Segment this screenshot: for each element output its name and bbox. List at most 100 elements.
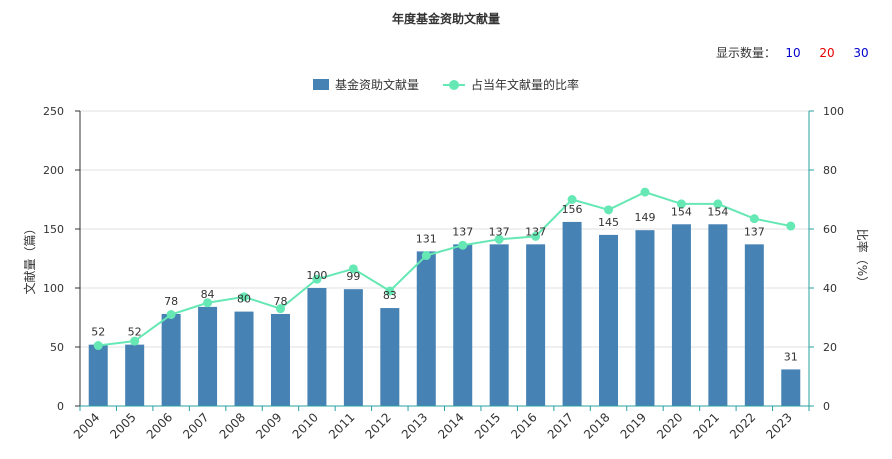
bar-value-label: 156 (562, 203, 583, 216)
line-point (749, 214, 759, 224)
x-tick-label: 2006 (144, 410, 175, 441)
bar-value-label: 83 (383, 289, 397, 302)
line-point (239, 292, 249, 302)
bar (234, 311, 254, 406)
x-tick-label: 2014 (435, 410, 466, 441)
line-point (130, 336, 140, 346)
bar-value-label: 131 (416, 232, 437, 245)
bar-value-label: 137 (452, 225, 473, 238)
bar (744, 244, 764, 406)
line-series (93, 187, 796, 351)
bar (562, 221, 582, 406)
bar-value-label: 31 (784, 350, 798, 363)
chart-title: 年度基金资助文献量 (391, 12, 500, 26)
y2-tick-label: 0 (823, 400, 830, 413)
legend-bar-label: 基金资助文献量 (334, 78, 419, 92)
count-option-20[interactable]: 20 (819, 45, 835, 60)
bar (781, 369, 801, 406)
data-labels: 52 52 78 84 80 78 100 99 83 131 137 137 137 156 145 149… (91, 203, 798, 364)
legend-bar-swatch (312, 79, 329, 90)
x-tick-label: 2007 (180, 410, 211, 441)
bar-value-label: 137 (525, 225, 546, 238)
bar (88, 344, 108, 406)
bar-value-label: 52 (91, 326, 105, 339)
legend-line-swatch (443, 79, 465, 90)
display-count-selector: 显示数量： 10 20 30 (716, 44, 878, 61)
line-point (531, 231, 541, 241)
y-tick-label: 100 (43, 282, 64, 295)
y-tick-label: 50 (50, 341, 64, 354)
legend-item-line-series[interactable]: 占当年文献量的比率 (443, 76, 579, 93)
x-tick-label: 2010 (290, 410, 321, 441)
bar (489, 244, 509, 406)
line-point (93, 341, 103, 351)
x-tick-label: 2013 (399, 410, 430, 441)
bar (161, 313, 181, 406)
legend-item-bar-series[interactable]: 基金资助文献量 (312, 76, 419, 93)
bar (635, 230, 655, 406)
count-option-10[interactable]: 10 (785, 45, 801, 60)
grid-lines (80, 110, 809, 348)
bar (526, 244, 546, 406)
x-tick-label: 2023 (763, 410, 794, 441)
bar (453, 244, 473, 406)
bar-value-label: 137 (744, 225, 765, 238)
bar (270, 313, 290, 406)
y-tick-label: 250 (43, 105, 64, 118)
line-point (713, 199, 723, 209)
y-axis-title: 文献量（篇） (22, 222, 37, 294)
bar (380, 308, 400, 406)
x-tick-label: 2017 (545, 410, 576, 441)
line-point (604, 205, 614, 215)
x-tick-label: 2021 (690, 410, 721, 441)
x-tick-label: 2008 (217, 410, 248, 441)
line-point (494, 234, 504, 244)
line-point (312, 274, 322, 284)
bar-value-label: 78 (164, 295, 178, 308)
bar (307, 288, 327, 406)
bar-value-label: 137 (489, 225, 510, 238)
line-point (567, 195, 577, 204)
bar (671, 224, 691, 406)
count-option-30[interactable]: 30 (853, 45, 869, 60)
y-tick-label: 150 (43, 223, 64, 236)
bar-value-label: 154 (707, 205, 728, 218)
bar-value-label: 99 (346, 270, 360, 283)
x-tick-label: 2009 (253, 410, 284, 441)
bar-value-label: 84 (201, 288, 215, 301)
x-tick-label: 2005 (107, 410, 138, 441)
bar (708, 224, 728, 406)
y-tick-label: 200 (43, 164, 64, 177)
bar (343, 289, 363, 406)
line-series-path (98, 191, 791, 347)
x-tick-label: 2019 (618, 410, 649, 441)
line-point (385, 286, 395, 296)
bar (416, 251, 436, 406)
y2-tick-label: 60 (823, 223, 837, 236)
y2-tick-label: 80 (823, 164, 837, 177)
line-point (203, 298, 213, 308)
x-tick-label: 2012 (362, 410, 393, 441)
x-tick-label: 2020 (654, 410, 685, 441)
line-point (458, 240, 468, 250)
bar-value-label: 100 (306, 269, 327, 282)
line-point (166, 310, 176, 320)
bar-value-label: 52 (128, 326, 142, 339)
line-point (275, 304, 285, 314)
line-point (348, 264, 358, 274)
line-point (640, 187, 650, 197)
y2-tick-label: 20 (823, 341, 837, 354)
bar (599, 234, 619, 406)
line-point (421, 251, 431, 261)
legend-line-label: 占当年文献量的比率 (471, 78, 580, 92)
bar (125, 344, 145, 406)
y2-axis-title: 比率（%） (855, 229, 870, 288)
bar-value-label: 149 (634, 211, 655, 224)
x-tick-label: 2018 (581, 410, 612, 441)
y-tick-label: 0 (57, 400, 64, 413)
y2-tick-label: 40 (823, 282, 837, 295)
chart-legend: 基金资助文献量 占当年文献量的比率 (0, 76, 892, 93)
